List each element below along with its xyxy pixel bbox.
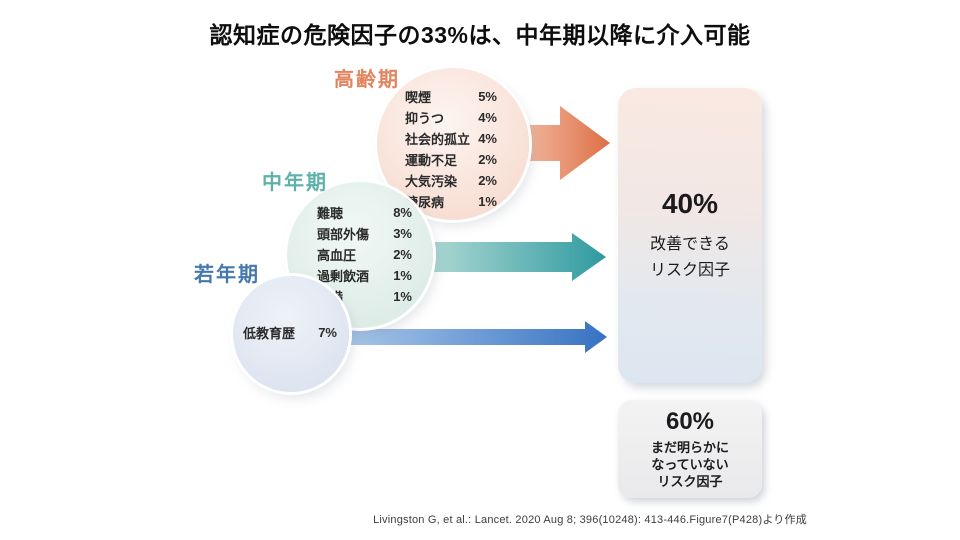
late-life-factor-list: 喫煙 5% 抑うつ 4% 社会的孤立 4% 運動不足 2% 大気汚染 2% 糖尿… xyxy=(405,86,497,212)
unknown-risk-box: 60% まだ明らかに なっていない リスク因子 xyxy=(618,400,762,498)
unknown-risk-label-line: なっていない xyxy=(651,457,729,472)
source-citation: Livingston G, et al.: Lancet. 2020 Aug 8… xyxy=(373,514,807,526)
factor-name: 頭部外傷 xyxy=(317,227,370,242)
factor-name: 抑うつ xyxy=(405,111,445,126)
factor-row: 糖尿病 1% xyxy=(405,191,497,212)
factor-name: 運動不足 xyxy=(405,153,458,168)
modifiable-risk-label-line: 改善できる xyxy=(650,235,730,253)
factor-row: 過剰飲酒 1% xyxy=(317,265,412,286)
factor-row: 高血圧 2% xyxy=(317,244,412,265)
stage-label-midlife: 中年期 xyxy=(262,172,328,194)
modifiable-risk-box: 40% 改善できる リスク因子 xyxy=(618,88,762,383)
modifiable-risk-percent: 40% xyxy=(661,187,719,219)
factor-name: 社会的孤立 xyxy=(405,132,471,147)
factor-value: 8% xyxy=(393,205,412,220)
unknown-risk-label-line: まだ明らかに xyxy=(650,440,729,455)
unknown-risk-percent: 60% xyxy=(665,408,715,435)
factor-value: 3% xyxy=(393,226,412,241)
stage-label-early-life: 若年期 xyxy=(194,264,260,286)
factor-row: 難聴 8% xyxy=(317,202,412,223)
factor-row: 低教育歴 7% xyxy=(243,323,337,341)
factor-name: 難聴 xyxy=(317,206,344,221)
factor-value: 5% xyxy=(478,89,497,104)
factor-value: 2% xyxy=(393,247,412,262)
modifiable-risk-label-line: リスク因子 xyxy=(649,261,730,279)
early-life-factor-list: 低教育歴 7% xyxy=(243,323,337,341)
factor-value: 1% xyxy=(393,268,412,283)
early-life-arrow-icon xyxy=(345,321,607,353)
factor-value: 2% xyxy=(478,152,497,167)
factor-row: 社会的孤立 4% xyxy=(405,128,497,149)
factor-value: 7% xyxy=(318,324,337,340)
midlife-arrow-icon xyxy=(427,233,606,281)
factor-name: 喫煙 xyxy=(405,90,432,105)
factor-row: 頭部外傷 3% xyxy=(317,223,412,244)
factor-row: 運動不足 2% xyxy=(405,149,497,170)
factor-row: 抑うつ 4% xyxy=(405,107,497,128)
late-life-arrow-icon xyxy=(505,106,610,180)
factor-value: 1% xyxy=(393,289,412,304)
page-title: 認知症の危険因子の33%は、中年期以降に介入可能 xyxy=(209,22,751,48)
factor-value: 1% xyxy=(478,194,497,209)
factor-name: 過剰飲酒 xyxy=(317,269,370,284)
factor-name: 大気汚染 xyxy=(405,174,458,189)
factor-name: 低教育歴 xyxy=(243,325,296,341)
factor-value: 4% xyxy=(478,110,497,125)
late-life-circle: 喫煙 5% 抑うつ 4% 社会的孤立 4% 運動不足 2% 大気汚染 2% 糖尿… xyxy=(377,68,529,220)
early-life-circle: 低教育歴 7% xyxy=(233,276,349,392)
factor-row: 大気汚染 2% xyxy=(405,170,497,191)
factor-row: 喫煙 5% xyxy=(405,86,497,107)
factor-name: 高血圧 xyxy=(317,248,357,263)
factor-value: 4% xyxy=(478,131,497,146)
stage-label-late-life: 高齢期 xyxy=(334,69,400,91)
factor-value: 2% xyxy=(478,173,497,188)
unknown-risk-label-line: リスク因子 xyxy=(657,474,723,489)
midlife-circle: 難聴 8% 頭部外傷 3% 高血圧 2% 過剰飲酒 1% 肥満 1% xyxy=(287,182,433,328)
